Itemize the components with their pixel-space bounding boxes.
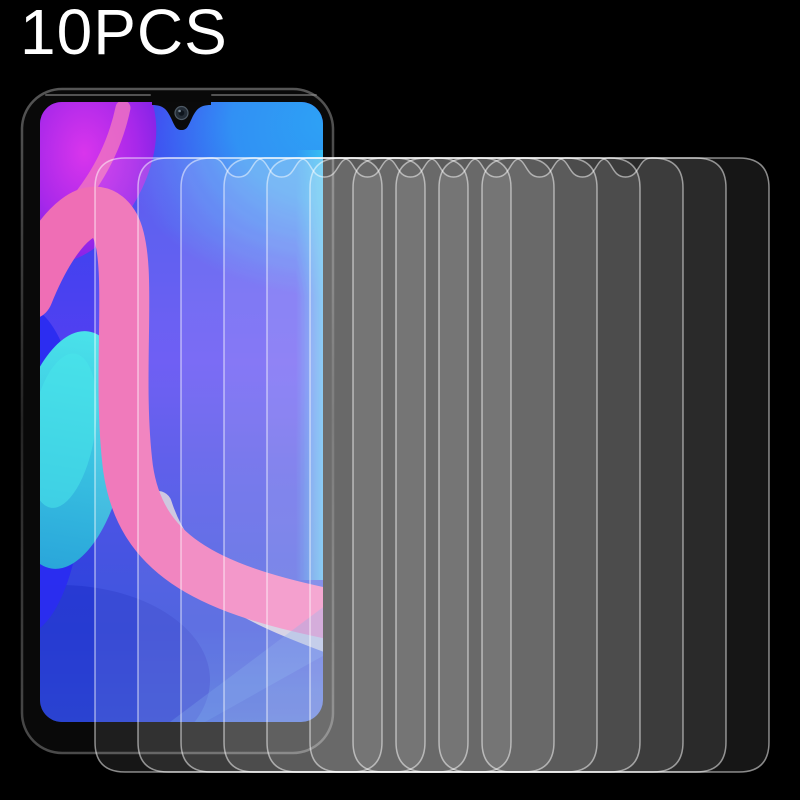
quantity-label: 10PCS xyxy=(20,0,228,68)
screen-protector xyxy=(438,157,727,773)
screen-protector xyxy=(481,157,770,773)
screen-protector-stack xyxy=(94,157,770,773)
phone-mockup xyxy=(20,87,335,755)
screen-protector xyxy=(309,157,598,773)
screen-protector xyxy=(395,157,684,773)
front-camera-icon xyxy=(174,105,189,121)
screen-protector xyxy=(352,157,641,773)
